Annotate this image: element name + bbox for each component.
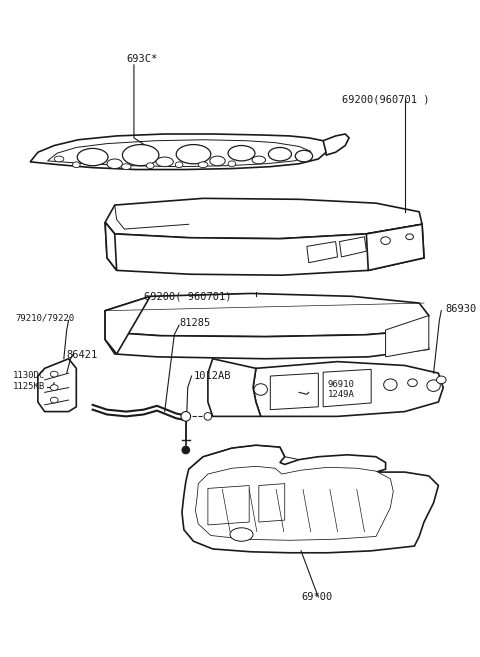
Ellipse shape [77,148,108,166]
Polygon shape [38,359,76,411]
Ellipse shape [436,376,446,384]
Text: 81285: 81285 [179,318,210,328]
Polygon shape [208,359,261,417]
Ellipse shape [156,157,173,167]
Ellipse shape [50,385,58,390]
Polygon shape [323,134,349,155]
Ellipse shape [50,397,58,403]
Text: 69200( 960701): 69200( 960701) [144,291,231,302]
Ellipse shape [295,150,312,162]
Polygon shape [105,198,422,238]
Text: 86421: 86421 [67,350,98,360]
Polygon shape [366,224,424,271]
Ellipse shape [381,237,390,244]
Ellipse shape [122,145,159,166]
Ellipse shape [146,163,154,169]
Ellipse shape [268,147,291,161]
Ellipse shape [252,156,265,164]
Ellipse shape [228,146,255,161]
Ellipse shape [182,446,190,454]
Polygon shape [253,361,443,417]
Ellipse shape [175,162,183,168]
Polygon shape [30,134,330,170]
Polygon shape [385,315,429,357]
Ellipse shape [230,528,253,541]
Ellipse shape [176,145,211,164]
Text: 693C*: 693C* [126,54,157,64]
Polygon shape [105,294,429,336]
Ellipse shape [198,162,208,168]
Polygon shape [323,369,371,407]
Ellipse shape [181,411,191,421]
Text: 1130DC
1125KB: 1130DC 1125KB [13,371,45,390]
Polygon shape [105,311,429,359]
Ellipse shape [50,371,58,377]
Polygon shape [195,466,393,540]
Text: 96910
1249A: 96910 1249A [328,380,355,399]
Polygon shape [182,445,438,553]
Ellipse shape [210,156,225,166]
Ellipse shape [204,413,212,420]
Polygon shape [259,484,285,522]
Text: 69*00: 69*00 [301,592,332,602]
Text: 1012AB: 1012AB [193,371,231,381]
Ellipse shape [121,164,131,170]
Text: 79210/79220: 79210/79220 [16,314,75,323]
Polygon shape [48,140,311,167]
Text: 69200(960701 ): 69200(960701 ) [342,95,430,104]
Polygon shape [105,222,117,271]
Polygon shape [208,486,249,525]
Polygon shape [105,222,424,275]
Polygon shape [307,242,337,263]
Ellipse shape [228,161,236,167]
Ellipse shape [408,379,417,386]
Ellipse shape [427,380,440,392]
Ellipse shape [384,379,397,390]
Ellipse shape [107,159,122,169]
Text: 86930: 86930 [445,304,476,314]
Polygon shape [105,296,150,354]
Polygon shape [339,237,366,257]
Polygon shape [270,373,318,410]
Ellipse shape [406,234,413,240]
Ellipse shape [72,162,80,168]
Ellipse shape [54,156,64,162]
Ellipse shape [254,384,267,396]
